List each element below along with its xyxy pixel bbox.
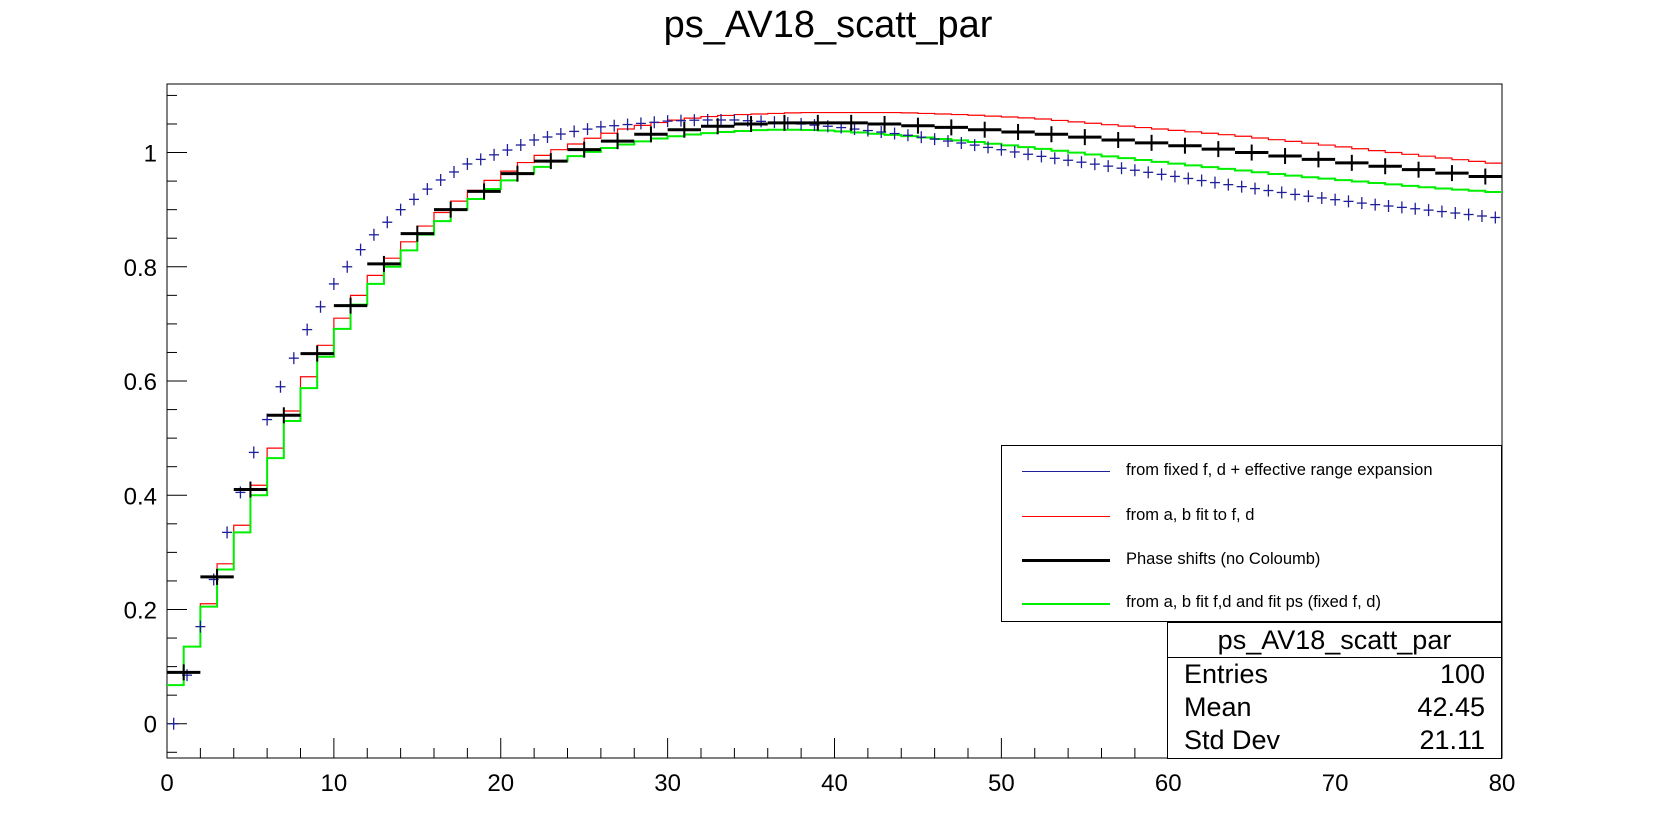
stats-title: ps_AV18_scatt_par bbox=[1168, 623, 1501, 658]
legend-line-blue bbox=[1022, 471, 1110, 472]
legend-entry-blue: from fixed f, d + effective range expans… bbox=[1002, 457, 1501, 487]
stat-row-mean: Mean 42.45 bbox=[1168, 692, 1501, 725]
green-step-line bbox=[167, 128, 1502, 687]
legend-entry-red: from a, b fit to f, d bbox=[1002, 502, 1501, 532]
stat-name: Std Dev bbox=[1184, 725, 1281, 755]
legend-label-blue: from fixed f, d + effective range expans… bbox=[1126, 461, 1433, 479]
y-tick-label: 0 bbox=[144, 712, 157, 739]
y-tick-label: 0.2 bbox=[124, 597, 157, 624]
legend-label-black: Phase shifts (no Coloumb) bbox=[1126, 550, 1321, 568]
y-tick-label: 0.4 bbox=[124, 483, 157, 510]
x-tick-label: 20 bbox=[487, 770, 514, 797]
x-tick-label: 10 bbox=[321, 770, 348, 797]
x-tick-label: 60 bbox=[1155, 770, 1182, 797]
x-tick-label: 40 bbox=[821, 770, 848, 797]
stat-value: 21.11 bbox=[1419, 725, 1485, 755]
x-tick-label: 80 bbox=[1489, 770, 1516, 797]
legend-label-red: from a, b fit to f, d bbox=[1126, 506, 1255, 524]
x-tick-label: 50 bbox=[988, 770, 1015, 797]
stat-row-entries: Entries 100 bbox=[1168, 659, 1501, 692]
y-tick-label: 0.6 bbox=[124, 369, 157, 396]
x-tick-label: 70 bbox=[1322, 770, 1349, 797]
stat-value: 100 bbox=[1439, 659, 1485, 689]
stat-name: Mean bbox=[1184, 692, 1252, 722]
stat-name: Entries bbox=[1184, 659, 1269, 689]
stats-box: ps_AV18_scatt_par Entries 100 Mean 42.45… bbox=[1167, 622, 1502, 759]
legend-entry-green: from a, b fit f,d and fit ps (fixed f, d… bbox=[1002, 589, 1501, 619]
legend-label-green: from a, b fit f,d and fit ps (fixed f, d… bbox=[1126, 593, 1381, 611]
stat-value: 42.45 bbox=[1417, 692, 1485, 722]
y-tick-label: 1 bbox=[144, 141, 157, 168]
legend-line-green bbox=[1022, 603, 1110, 605]
x-tick-label: 0 bbox=[160, 770, 173, 797]
legend-line-red bbox=[1022, 516, 1110, 517]
stat-row-stddev: Std Dev 21.11 bbox=[1168, 725, 1501, 758]
legend-line-black bbox=[1022, 559, 1110, 562]
chart-title: ps_AV18_scatt_par bbox=[663, 4, 993, 46]
x-tick-label: 30 bbox=[654, 770, 681, 797]
y-tick-label: 0.8 bbox=[124, 255, 157, 282]
legend: from fixed f, d + effective range expans… bbox=[1001, 445, 1502, 622]
legend-entry-black: Phase shifts (no Coloumb) bbox=[1002, 546, 1501, 576]
